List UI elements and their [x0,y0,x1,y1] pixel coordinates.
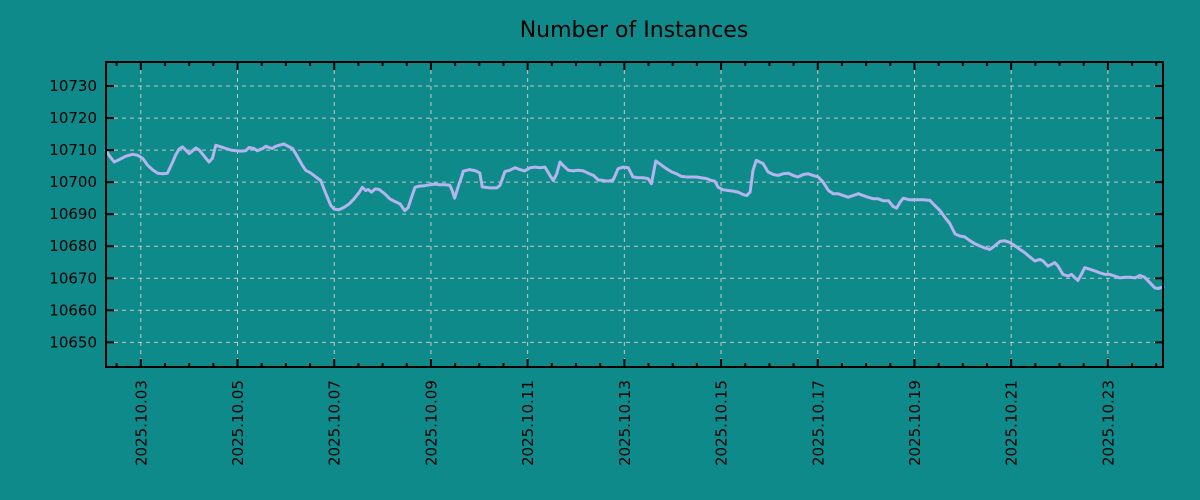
svg-text:10670: 10670 [49,269,97,287]
chart-title: Number of Instances [520,18,749,43]
svg-text:10690: 10690 [49,205,97,223]
svg-text:2025.10.13: 2025.10.13 [616,380,634,466]
svg-text:10680: 10680 [49,237,97,255]
svg-text:10710: 10710 [49,141,97,159]
svg-text:2025.10.17: 2025.10.17 [809,380,827,466]
svg-text:10700: 10700 [49,173,97,191]
svg-text:2025.10.09: 2025.10.09 [422,380,440,466]
x-axis-labels: 2025.10.03 2025.10.05 2025.10.07 2025.10.09… [132,380,1117,466]
svg-text:2025.10.07: 2025.10.07 [326,380,344,466]
svg-text:2025.10.15: 2025.10.15 [713,380,731,466]
svg-text:2025.10.03: 2025.10.03 [132,380,150,466]
svg-text:2025.10.11: 2025.10.11 [519,380,537,466]
svg-text:10650: 10650 [49,333,97,351]
svg-text:2025.10.19: 2025.10.19 [906,380,924,466]
tick-marks [106,62,1163,367]
svg-text:2025.10.21: 2025.10.21 [1003,380,1021,466]
y-axis-labels: 10650 10660 10670 10680 10690 10700 10710 10720… [49,77,97,351]
data-series [104,142,1165,290]
svg-text:10720: 10720 [49,109,97,127]
svg-text:10730: 10730 [49,77,97,95]
svg-text:10660: 10660 [49,301,97,319]
svg-text:2025.10.23: 2025.10.23 [1099,380,1117,466]
grid-lines [106,62,1163,367]
svg-text:2025.10.05: 2025.10.05 [229,380,247,466]
